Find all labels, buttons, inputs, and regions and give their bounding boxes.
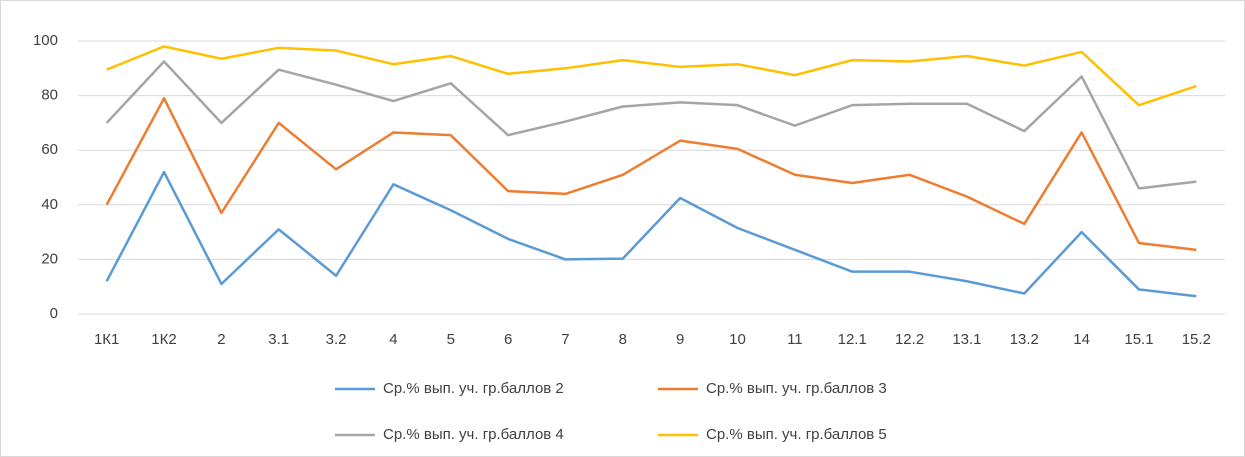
x-tick-label: 3.2 [326, 331, 347, 348]
x-tick-label: 10 [729, 331, 746, 348]
x-tick-label: 13.1 [952, 331, 981, 348]
y-tick-label: 60 [41, 141, 58, 158]
y-tick-label: 40 [41, 196, 58, 213]
x-tick-label: 12.1 [838, 331, 867, 348]
series-line [105, 170, 1197, 298]
y-tick-label: 0 [50, 305, 58, 322]
x-tick-label: 2 [217, 331, 225, 348]
series-line [106, 45, 1197, 107]
series-line [105, 97, 1197, 252]
y-tick-label: 100 [33, 32, 58, 49]
legend-label: Ср.% вып. уч. гр.баллов 4 [383, 426, 564, 443]
x-tick-label: 5 [447, 331, 455, 348]
y-tick-label: 20 [41, 250, 58, 267]
x-tick-label: 11 [787, 331, 803, 348]
x-tick-label: 1К2 [151, 331, 176, 348]
x-tick-label: 3.1 [268, 331, 289, 348]
y-tick-label: 80 [41, 87, 58, 104]
x-tick-label: 9 [676, 331, 684, 348]
legend-label: Ср.% вып. уч. гр.баллов 2 [383, 380, 564, 397]
x-tick-label: 15.2 [1182, 331, 1211, 348]
x-tick-label: 4 [389, 331, 397, 348]
x-tick-label: 8 [619, 331, 627, 348]
series-line [105, 60, 1197, 190]
x-tick-label: 13.2 [1010, 331, 1039, 348]
x-tick-label: 7 [561, 331, 569, 348]
x-tick-label: 1К1 [94, 331, 119, 348]
legend-label: Ср.% вып. уч. гр.баллов 3 [706, 380, 887, 397]
x-tick-label: 12.2 [895, 331, 924, 348]
legend-label: Ср.% вып. уч. гр.баллов 5 [706, 426, 887, 443]
x-tick-label: 15.1 [1124, 331, 1153, 348]
x-tick-label: 6 [504, 331, 512, 348]
x-tick-label: 14 [1073, 331, 1090, 348]
